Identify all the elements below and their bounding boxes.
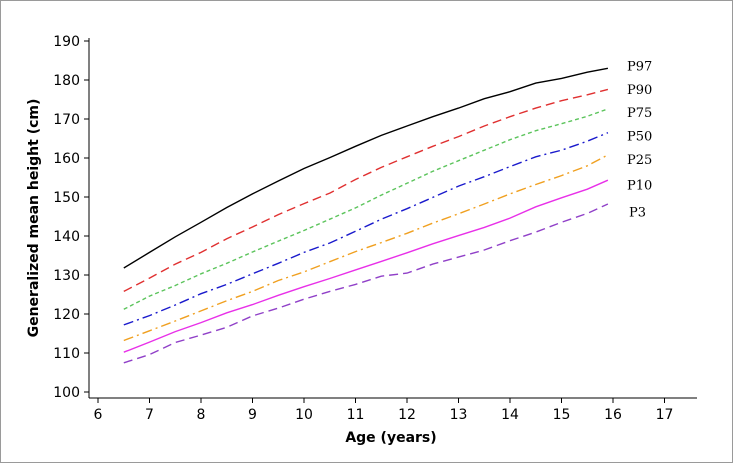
x-tick-label: 6 — [94, 407, 103, 423]
series-label-p3: P3 — [629, 206, 646, 221]
series-label-p75: P75 — [627, 106, 652, 121]
y-tick-label: 140 — [53, 229, 80, 245]
y-tick-label: 110 — [53, 346, 80, 362]
series-line-p97 — [123, 67, 609, 269]
x-tick-label: 12 — [398, 407, 416, 423]
y-tick-label: 150 — [53, 190, 80, 206]
x-tick-label: 15 — [553, 407, 571, 423]
y-tick-label: 190 — [53, 34, 80, 50]
series-label-p25: P25 — [627, 153, 652, 168]
y-tick-label: 100 — [53, 385, 80, 401]
series-line-p25 — [123, 154, 609, 342]
series-label-p97: P97 — [627, 60, 652, 75]
axes: 100 110 120 130 140 150 160 170 180 190 6 7 8 9 10 11 12… — [53, 34, 697, 423]
series-line-p3 — [123, 203, 609, 364]
x-tick-label: 17 — [656, 407, 674, 423]
x-tick-label: 14 — [501, 407, 519, 423]
x-tick-label: 16 — [604, 407, 622, 423]
series-label-p10: P10 — [627, 178, 652, 193]
series-labels: P97 P90 P75 P50 P25 P10 P3 — [627, 60, 652, 221]
y-tick-label: 120 — [53, 307, 80, 323]
x-tick-label: 9 — [248, 407, 257, 423]
y-axis-title: Generalized mean height (cm) — [26, 99, 42, 338]
series-label-p90: P90 — [627, 83, 652, 98]
x-tick-label: 7 — [145, 407, 154, 423]
y-tick-label: 160 — [53, 151, 80, 167]
x-tick-label: 10 — [295, 407, 313, 423]
y-tick-label: 130 — [53, 268, 80, 284]
x-tick-label: 8 — [197, 407, 206, 423]
y-tick-label: 180 — [53, 73, 80, 89]
y-tick-label: 170 — [53, 112, 80, 128]
series-line-p10 — [123, 179, 609, 353]
series-label-p50: P50 — [627, 130, 652, 145]
x-tick-label: 13 — [450, 407, 468, 423]
series-line-p75 — [123, 108, 609, 310]
x-axis-title: Age (years) — [345, 430, 436, 446]
x-tick-label: 11 — [347, 407, 365, 423]
series-line-p90 — [123, 88, 609, 293]
series-layer — [123, 67, 609, 364]
series-line-p50 — [123, 132, 609, 326]
